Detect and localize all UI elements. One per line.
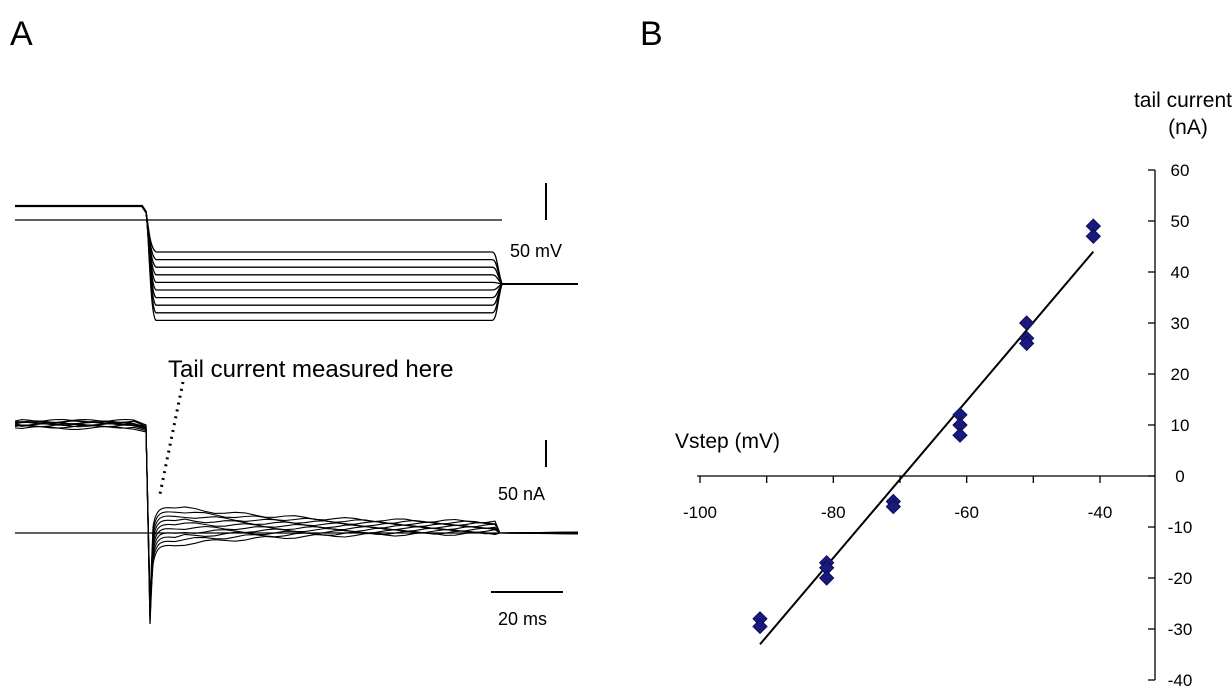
voltage-step-trace: [145, 211, 503, 306]
voltage-holding-segment: [15, 204, 147, 213]
voltage-step-trace: [145, 211, 503, 299]
current-trace: [14, 423, 579, 609]
voltage-step-trace: [145, 211, 503, 285]
time-scale-label: 20 ms: [498, 609, 547, 629]
data-point: [1085, 228, 1102, 245]
current-scale-label: 50 nA: [498, 484, 545, 504]
y-tick-label: -30: [1168, 620, 1193, 639]
current-trace: [14, 424, 579, 601]
x-tick-label: -60: [954, 503, 979, 522]
voltage-step-trace: [145, 211, 503, 285]
current-trace: [14, 425, 579, 609]
tail-current-annotation: Tail current measured here: [168, 356, 453, 383]
panel-a-traces: 50 mV 50 nA 20 ms Tail current measured …: [14, 183, 579, 629]
y-tick-label: 20: [1171, 365, 1190, 384]
y-axis-label-line2: (nA): [1168, 116, 1208, 139]
x-tick-label: -100: [683, 503, 717, 522]
voltage-step-trace: [145, 211, 503, 285]
data-point: [885, 498, 902, 515]
data-point: [752, 618, 768, 635]
voltage-step-trace: [145, 211, 503, 285]
annotation-pointer: [158, 381, 185, 495]
y-tick-label: -10: [1168, 518, 1193, 537]
current-trace: [14, 421, 579, 601]
data-point: [818, 570, 835, 586]
y-tick-label: 40: [1171, 263, 1190, 282]
panel-b-fit: [759, 250, 1095, 645]
panel-b-axes: 60 50 40 30 20 10 0 -10 -20 -30 -40 -100 -80 -60 -40: [683, 161, 1192, 690]
y-axis-label-line1: tail current: [1134, 89, 1232, 112]
x-axis-label: Vstep (mV): [675, 430, 780, 453]
voltage-step-trace: [145, 211, 503, 322]
y-tick-label: 60: [1171, 161, 1190, 180]
y-tick-label: 50: [1171, 212, 1190, 231]
data-point: [1018, 315, 1035, 331]
current-trace: [14, 420, 579, 625]
data-point: [1018, 335, 1035, 352]
current-traces: [14, 418, 579, 625]
panel-b-points: [752, 218, 1102, 635]
panel-label-b: B: [640, 15, 663, 53]
y-tick-label: -20: [1168, 569, 1193, 588]
y-tick-label: 10: [1171, 416, 1190, 435]
y-tick-label: 30: [1171, 314, 1190, 333]
current-trace: [15, 423, 579, 625]
x-tick-label: -40: [1088, 503, 1113, 522]
voltage-step-trace: [145, 211, 503, 291]
panel-b-scatter: 60 50 40 30 20 10 0 -10 -20 -30 -40 -100 -80 -60 -40 V…: [675, 89, 1232, 690]
y-tick-label: 0: [1175, 467, 1184, 486]
voltage-step-trace: [145, 211, 503, 285]
current-trace: [14, 420, 579, 609]
voltage-scale-label: 50 mV: [510, 241, 562, 261]
fit-line: [759, 250, 1095, 645]
voltage-traces: [15, 204, 578, 322]
data-point: [952, 427, 968, 443]
panel-label-a: A: [10, 15, 33, 53]
current-trace: [14, 418, 579, 601]
current-trace: [14, 418, 579, 617]
y-tick-label: -40: [1168, 671, 1193, 690]
x-tick-label: -80: [821, 503, 846, 522]
